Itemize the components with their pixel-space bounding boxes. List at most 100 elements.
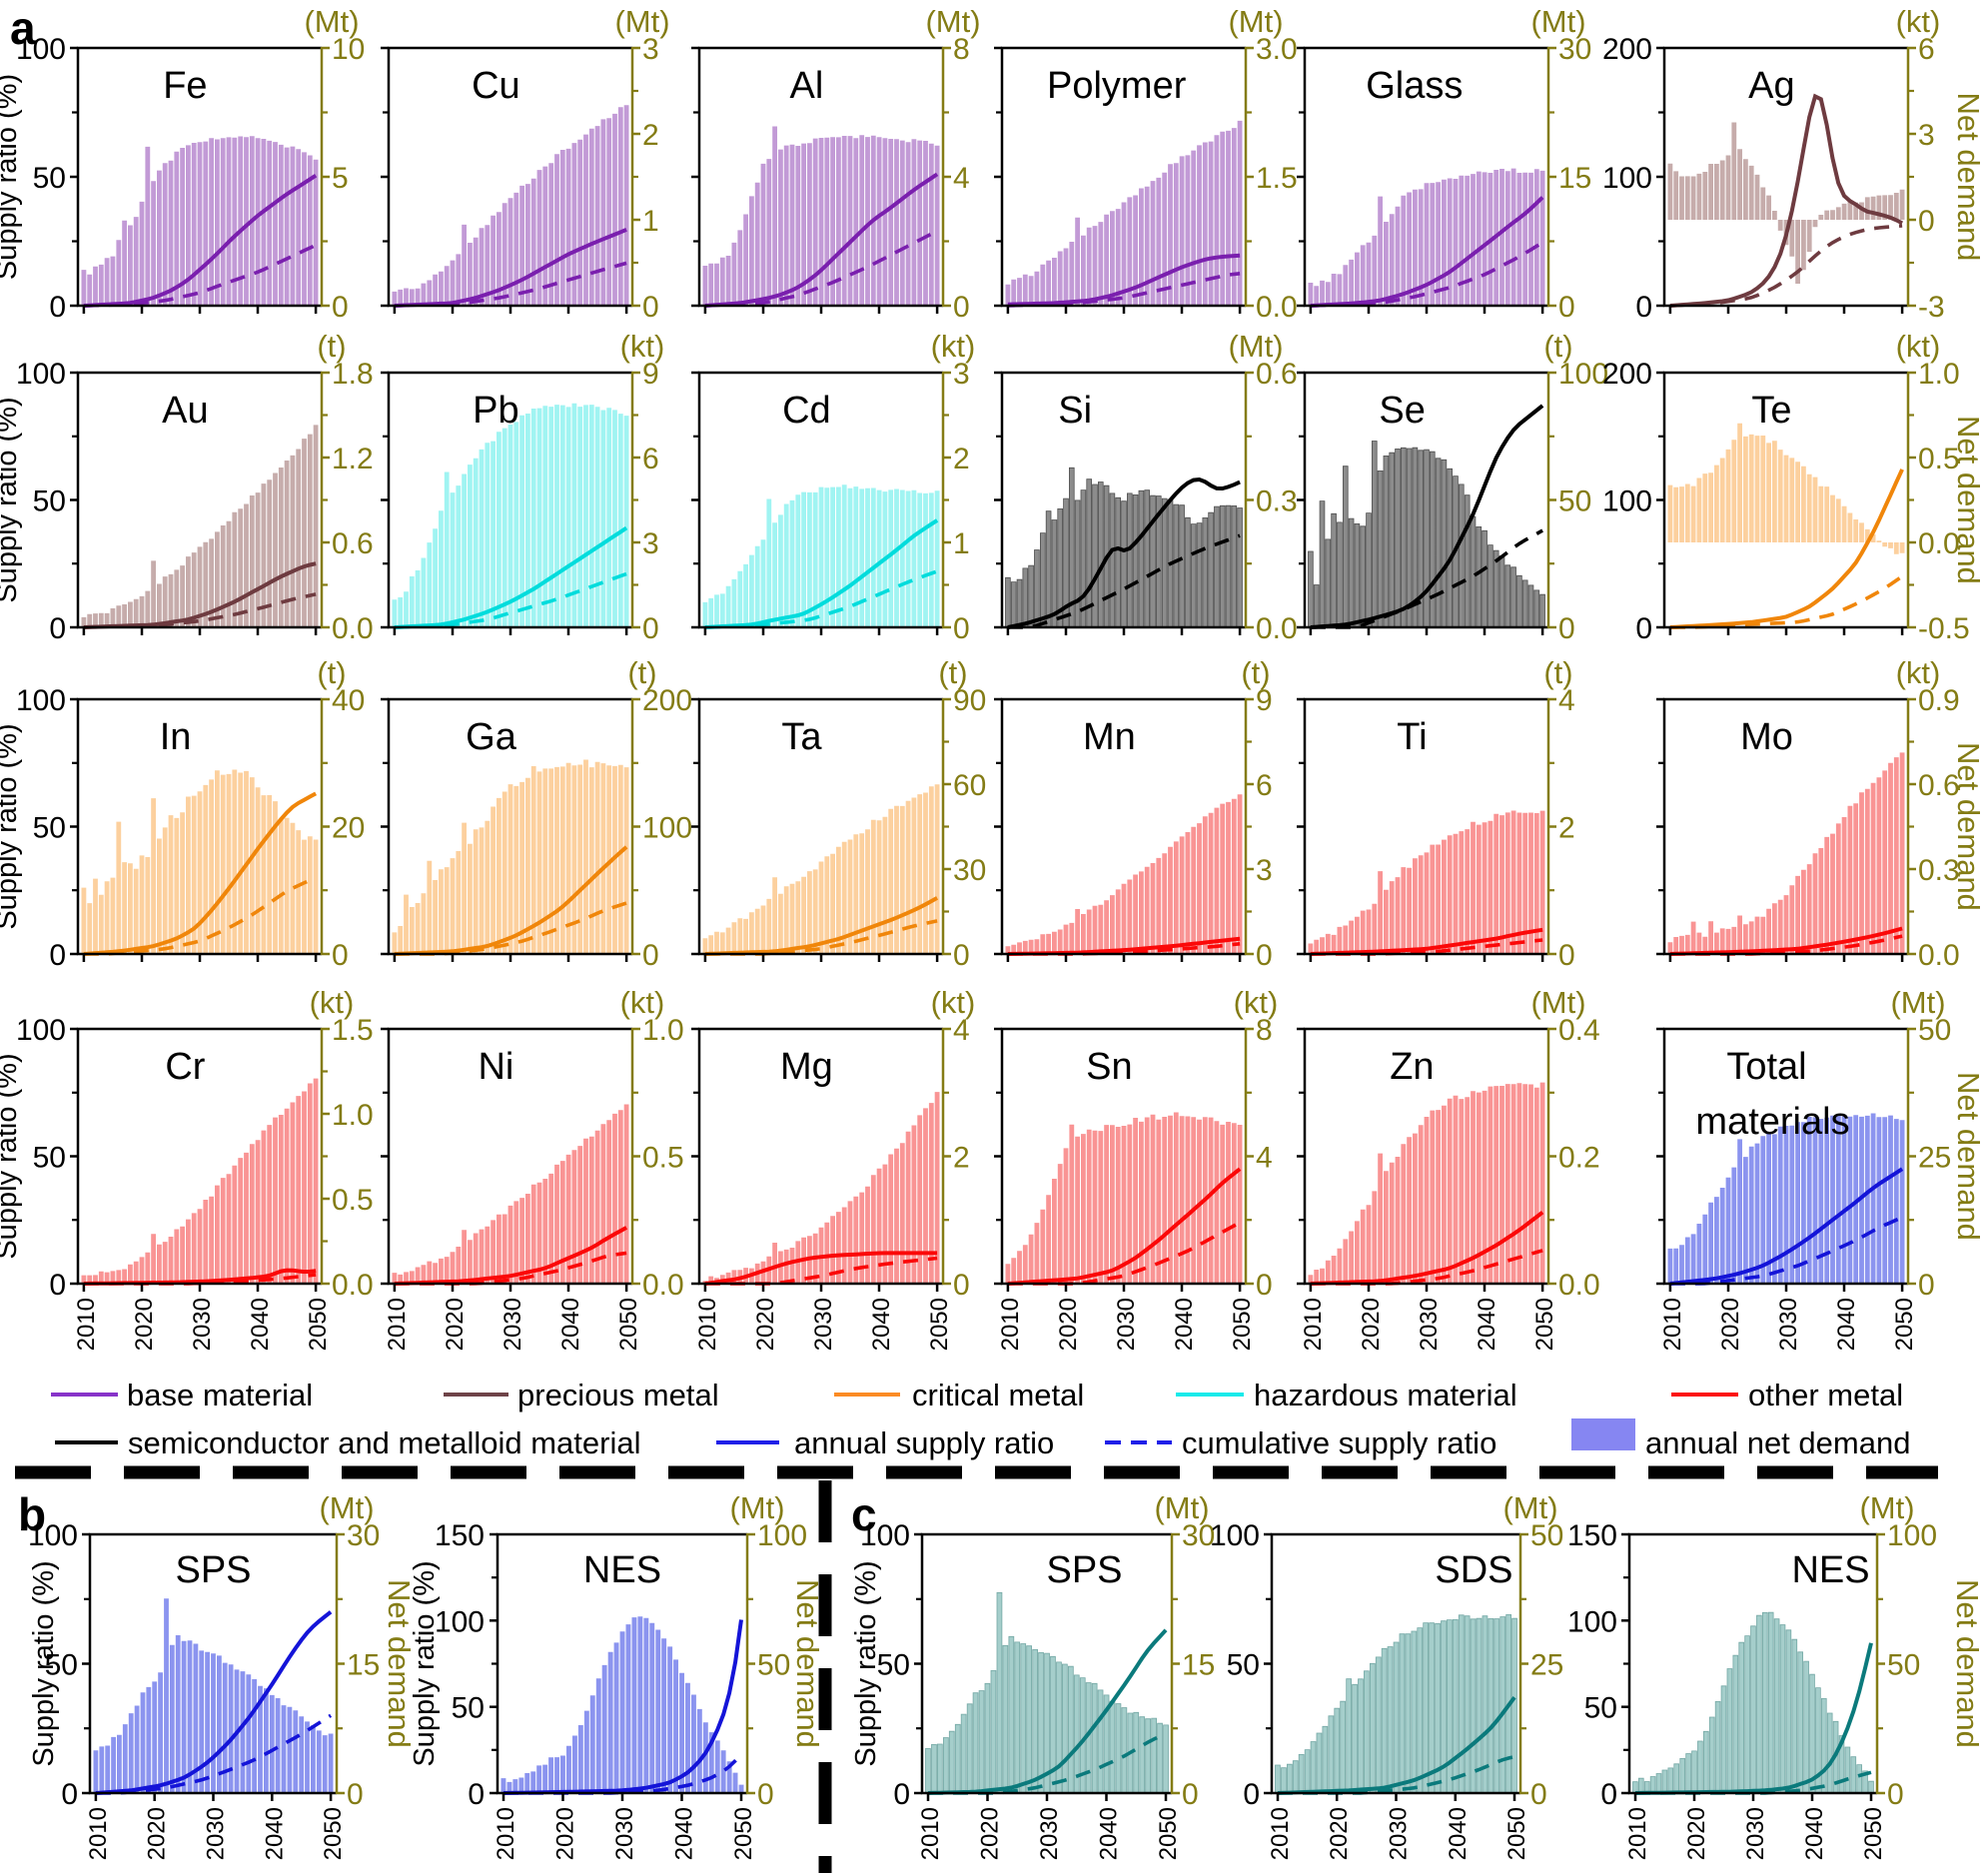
svg-text:(t): (t) [938, 655, 967, 690]
svg-text:(Mt): (Mt) [1530, 4, 1585, 39]
svg-text:3: 3 [1256, 854, 1273, 887]
svg-text:-0.5: -0.5 [1918, 612, 1970, 645]
svg-text:100: 100 [1567, 1605, 1617, 1638]
svg-text:Se: Se [1379, 390, 1425, 432]
svg-text:0: 0 [49, 1269, 66, 1302]
svg-text:25: 25 [1918, 1142, 1951, 1175]
svg-text:Pb: Pb [473, 390, 518, 432]
svg-text:(kt): (kt) [1234, 985, 1279, 1020]
svg-text:(t): (t) [627, 655, 656, 690]
svg-text:(t): (t) [1543, 329, 1572, 364]
svg-text:Net demand: Net demand [1951, 416, 1986, 584]
svg-text:3: 3 [1918, 119, 1935, 152]
svg-text:2010: 2010 [73, 1298, 100, 1351]
svg-text:annual supply ratio: annual supply ratio [794, 1425, 1054, 1460]
svg-text:0: 0 [1182, 1778, 1199, 1811]
svg-text:c: c [851, 1488, 877, 1540]
svg-text:50: 50 [877, 1649, 910, 1682]
svg-text:Sn: Sn [1086, 1046, 1132, 1088]
svg-text:In: In [160, 716, 192, 758]
svg-text:0.0: 0.0 [1558, 1269, 1600, 1302]
svg-text:90: 90 [953, 684, 986, 717]
svg-text:0.4: 0.4 [1558, 1014, 1600, 1047]
svg-text:1.0: 1.0 [1918, 358, 1960, 391]
svg-text:(kt): (kt) [310, 985, 355, 1020]
svg-text:2040: 2040 [868, 1298, 895, 1351]
svg-text:0: 0 [61, 1778, 78, 1811]
svg-text:5: 5 [332, 162, 349, 195]
svg-text:Ta: Ta [781, 716, 822, 758]
svg-text:50: 50 [1918, 1014, 1951, 1047]
svg-text:(t): (t) [1241, 655, 1270, 690]
svg-text:50: 50 [757, 1649, 790, 1682]
svg-text:0.0: 0.0 [1256, 612, 1298, 645]
svg-text:1.2: 1.2 [332, 443, 374, 475]
svg-text:30: 30 [347, 1519, 380, 1552]
svg-text:15: 15 [1182, 1649, 1215, 1682]
svg-text:Supply ratio (%): Supply ratio (%) [0, 1053, 23, 1259]
svg-text:2050: 2050 [1860, 1807, 1887, 1860]
svg-text:0: 0 [1243, 1778, 1260, 1811]
svg-text:100: 100 [28, 1519, 78, 1552]
svg-text:2030: 2030 [1416, 1298, 1443, 1351]
svg-text:2050: 2050 [1891, 1298, 1918, 1351]
svg-text:2020: 2020 [1683, 1807, 1710, 1860]
svg-text:Mg: Mg [780, 1046, 833, 1088]
svg-text:Net demand: Net demand [1951, 93, 1986, 262]
svg-text:2040: 2040 [1833, 1298, 1860, 1351]
svg-text:a: a [10, 2, 36, 54]
svg-text:Supply ratio (%): Supply ratio (%) [28, 1560, 60, 1766]
svg-text:0.5: 0.5 [642, 1142, 684, 1175]
svg-text:100: 100 [16, 33, 66, 66]
svg-text:2050: 2050 [1155, 1807, 1182, 1860]
svg-text:2020: 2020 [552, 1807, 579, 1860]
svg-text:2030: 2030 [1742, 1807, 1769, 1860]
svg-text:Supply ratio (%): Supply ratio (%) [0, 723, 23, 929]
svg-text:0.3: 0.3 [1256, 485, 1298, 518]
svg-text:2020: 2020 [144, 1807, 171, 1860]
svg-text:(Mt): (Mt) [1530, 985, 1585, 1020]
svg-text:2010: 2010 [384, 1298, 411, 1351]
svg-text:(Mt): (Mt) [614, 4, 669, 39]
svg-text:0: 0 [1635, 291, 1652, 324]
svg-text:1.5: 1.5 [332, 1014, 374, 1047]
svg-text:2050: 2050 [615, 1298, 642, 1351]
svg-text:2030: 2030 [203, 1807, 230, 1860]
svg-text:(kt): (kt) [620, 985, 665, 1020]
svg-text:200: 200 [642, 684, 692, 717]
svg-text:2040: 2040 [557, 1298, 584, 1351]
svg-text:100: 100 [16, 358, 66, 391]
svg-text:2010: 2010 [694, 1298, 721, 1351]
svg-text:2010: 2010 [1267, 1807, 1294, 1860]
svg-text:0: 0 [49, 939, 66, 972]
svg-text:Ni: Ni [478, 1046, 513, 1088]
svg-text:Ag: Ag [1748, 65, 1794, 107]
svg-text:other metal: other metal [1748, 1378, 1903, 1412]
svg-text:0: 0 [49, 612, 66, 645]
svg-text:Ti: Ti [1397, 716, 1427, 758]
svg-text:Net demand: Net demand [1950, 1579, 1985, 1748]
svg-text:NES: NES [1791, 1549, 1869, 1591]
svg-text:20: 20 [332, 812, 365, 845]
svg-text:9: 9 [1256, 684, 1273, 717]
svg-text:Polymer: Polymer [1047, 65, 1187, 107]
svg-text:200: 200 [1602, 358, 1652, 391]
svg-text:2010: 2010 [997, 1298, 1024, 1351]
svg-text:2040: 2040 [1801, 1807, 1828, 1860]
svg-text:2030: 2030 [189, 1298, 216, 1351]
svg-text:2: 2 [642, 119, 659, 152]
svg-text:2010: 2010 [1624, 1807, 1651, 1860]
svg-text:0.2: 0.2 [1558, 1142, 1600, 1175]
svg-text:1: 1 [953, 527, 970, 560]
svg-text:50: 50 [1227, 1649, 1260, 1682]
svg-text:0.6: 0.6 [1256, 358, 1298, 391]
svg-text:50: 50 [452, 1692, 485, 1725]
svg-text:2010: 2010 [1300, 1298, 1327, 1351]
svg-text:1.0: 1.0 [642, 1014, 684, 1047]
svg-text:0: 0 [332, 939, 349, 972]
svg-text:Total: Total [1726, 1046, 1806, 1088]
svg-text:0.0: 0.0 [332, 1269, 374, 1302]
svg-text:Supply ratio (%): Supply ratio (%) [0, 74, 23, 280]
svg-text:2040: 2040 [1171, 1298, 1198, 1351]
svg-text:3: 3 [642, 33, 659, 66]
